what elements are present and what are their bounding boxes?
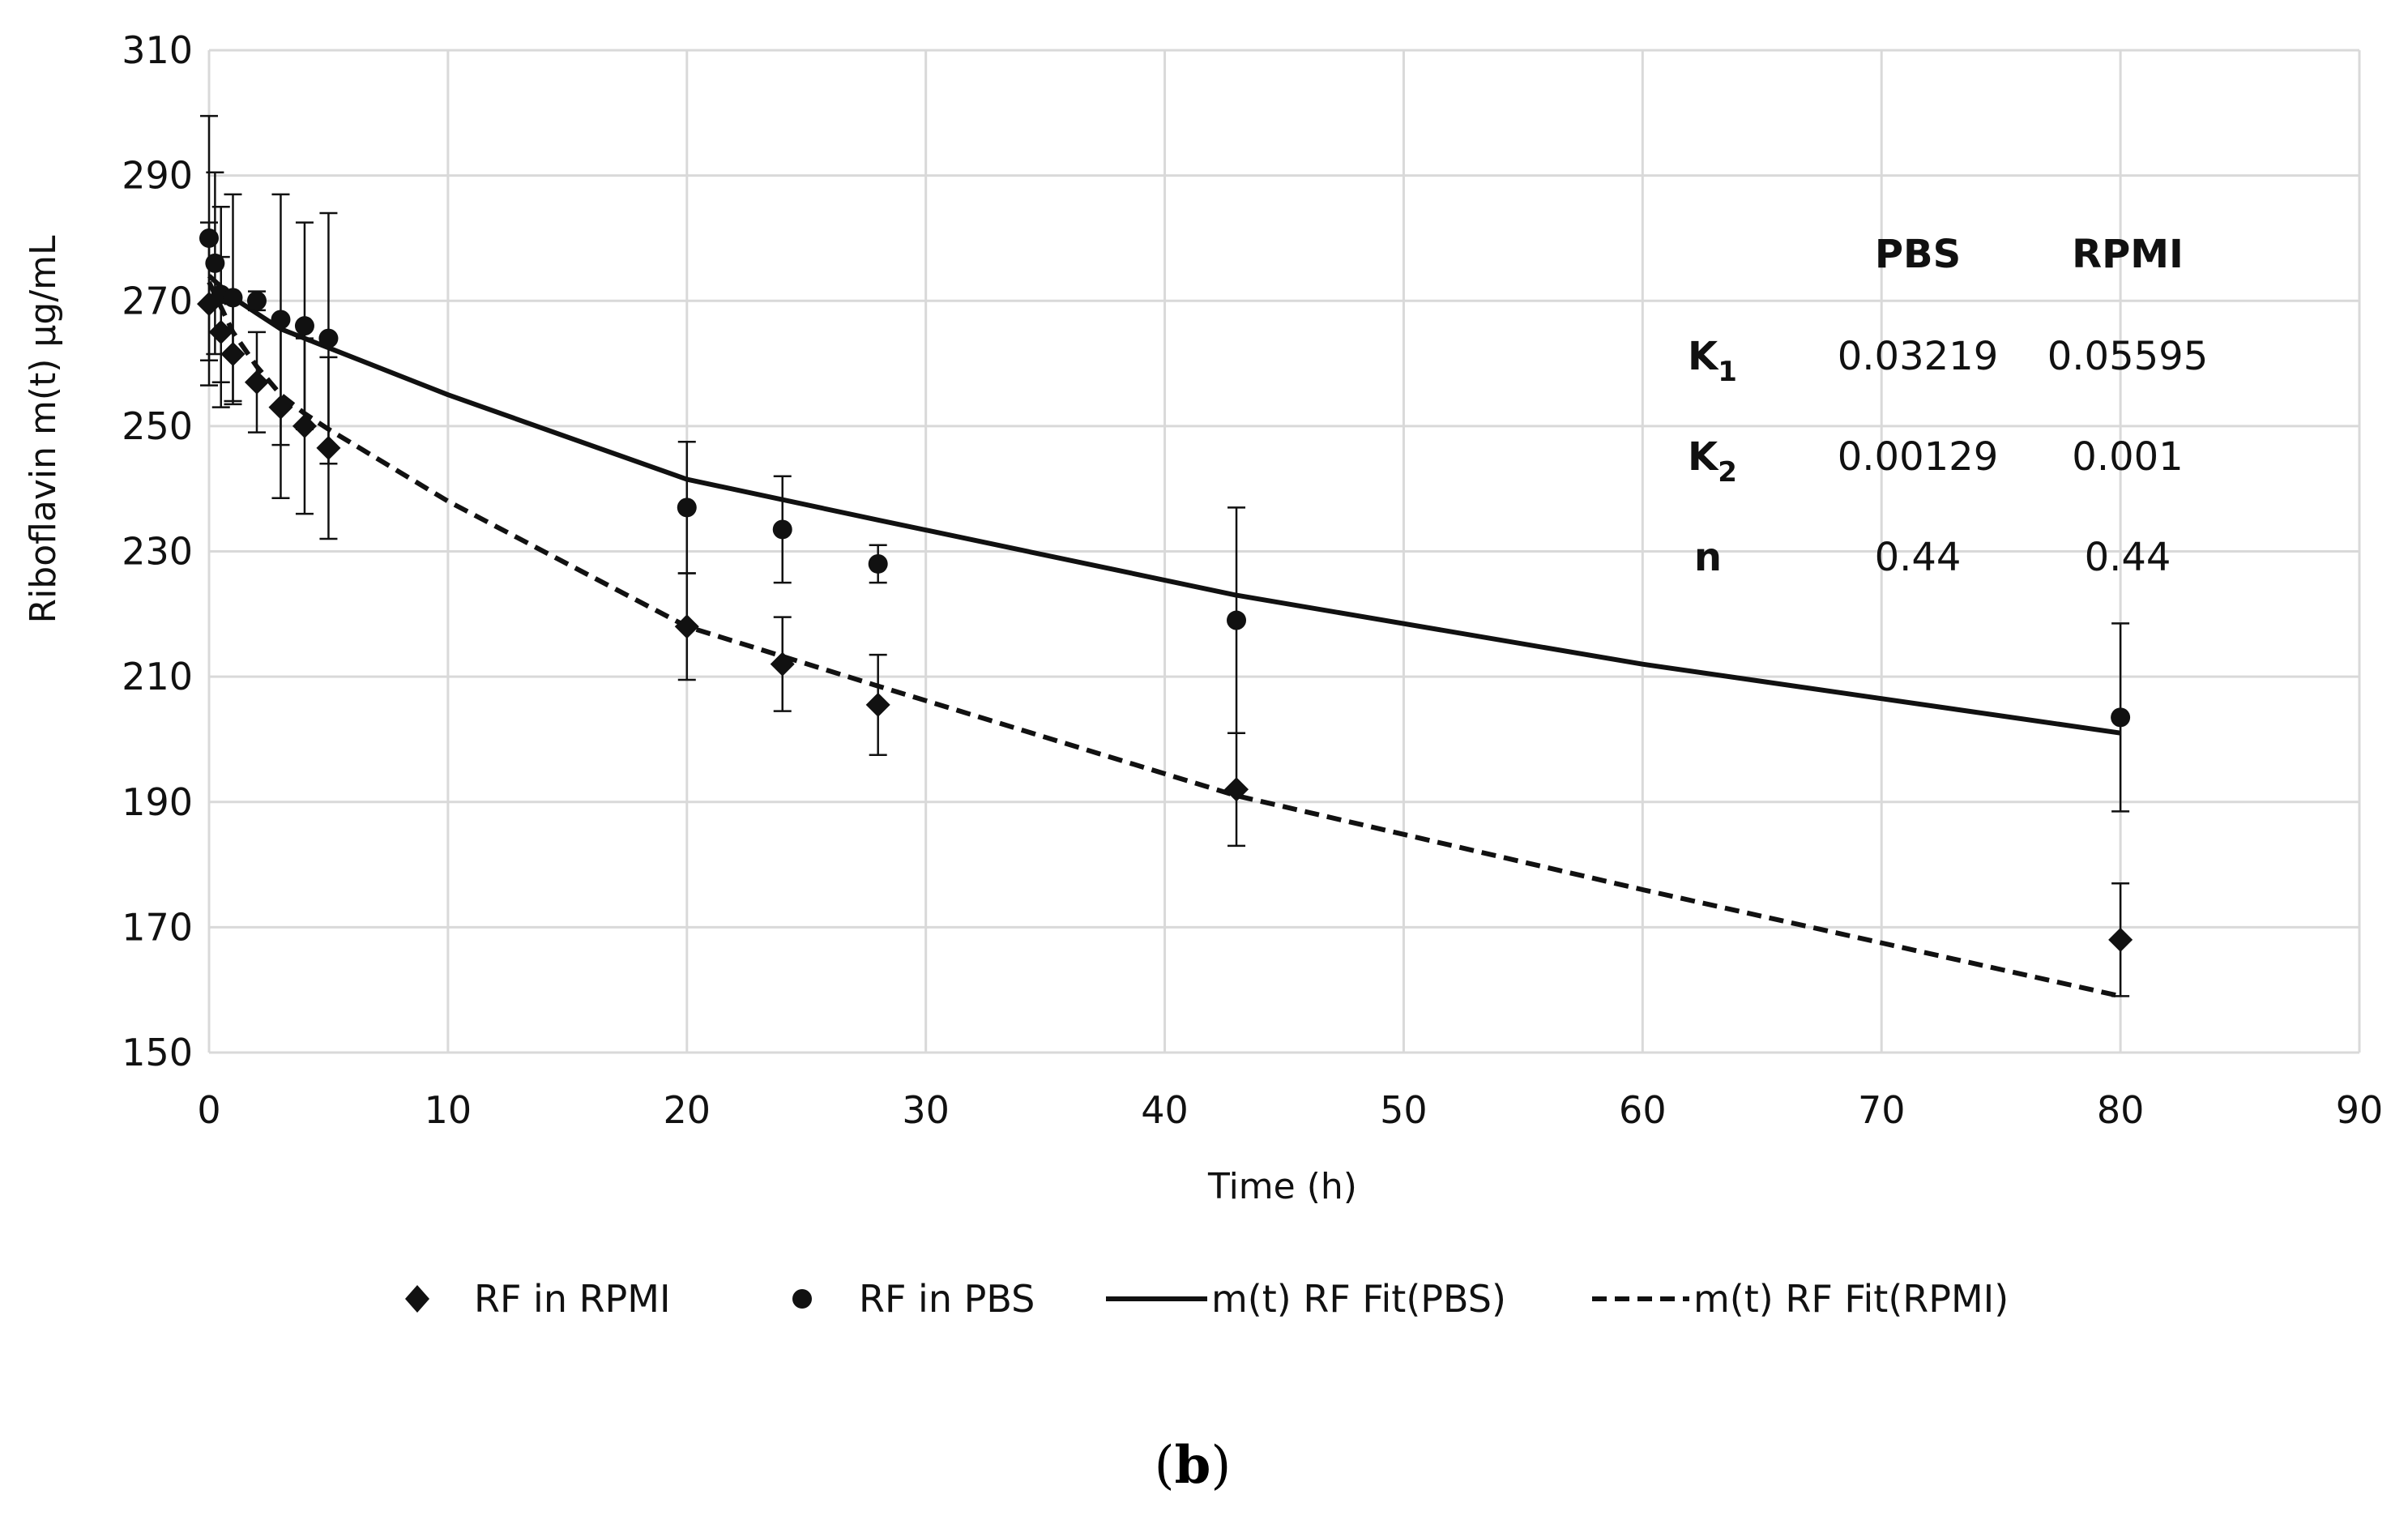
point-rf-in-rpmi-11 xyxy=(2108,927,2133,952)
param-k1-rpmi: 0.05595 xyxy=(2047,334,2209,379)
y-tick-label-210: 210 xyxy=(122,655,193,698)
fit-line-m-t-rf-fit-rpmi xyxy=(207,280,2121,999)
x-tick-label-20: 20 xyxy=(664,1088,711,1132)
x-tick-labels: 0 10 20 30 40 50 60 70 80 90 xyxy=(197,1088,2383,1132)
y-tick-label-150: 150 xyxy=(122,1031,193,1074)
legend-item-fit-pbs: m(t) RF Fit(PBS) xyxy=(1106,1277,1506,1321)
grid xyxy=(207,49,2361,1054)
point-rf-in-rpmi-6 xyxy=(316,435,341,460)
y-tick-labels: 150 170 190 210 230 250 270 290 310 xyxy=(122,28,193,1074)
x-tick-label-80: 80 xyxy=(2097,1088,2145,1132)
x-tick-label-60: 60 xyxy=(1619,1088,1667,1132)
legend-label-fit-pbs: m(t) RF Fit(PBS) xyxy=(1211,1277,1506,1321)
point-rf-in-pbs-11 xyxy=(1227,610,1247,630)
point-rf-in-rpmi-2 xyxy=(220,341,245,366)
point-rf-in-pbs-0 xyxy=(199,228,219,248)
param-n-pbs: 0.44 xyxy=(1875,535,1962,580)
x-tick-label-70: 70 xyxy=(1858,1088,1906,1132)
x-tick-label-40: 40 xyxy=(1141,1088,1189,1132)
legend: RF in RPMI RF in PBS m(t) RF Fit(PBS) m(… xyxy=(405,1277,2009,1321)
point-rf-in-rpmi-1 xyxy=(208,319,233,344)
legend-label-fit-rpmi: m(t) RF Fit(RPMI) xyxy=(1693,1277,2009,1321)
param-row-k2-label: K2 xyxy=(1688,434,1737,489)
y-tick-label-270: 270 xyxy=(122,279,193,322)
point-rf-in-rpmi-7 xyxy=(674,614,699,639)
legend-item-rf-in-rpmi: RF in RPMI xyxy=(405,1277,671,1321)
param-k2-pbs: 0.00129 xyxy=(1838,434,1999,480)
param-k1-pbs: 0.03219 xyxy=(1838,334,1999,379)
x-tick-label-30: 30 xyxy=(902,1088,950,1132)
point-rf-in-rpmi-9 xyxy=(865,692,890,717)
x-tick-label-10: 10 xyxy=(425,1088,472,1132)
param-n-rpmi: 0.44 xyxy=(2085,535,2171,580)
y-tick-label-290: 290 xyxy=(122,154,193,198)
point-rf-in-pbs-5 xyxy=(271,310,291,330)
x-tick-label-0: 0 xyxy=(197,1088,220,1132)
param-header-pbs: PBS xyxy=(1875,232,1961,277)
point-rf-in-pbs-8 xyxy=(677,498,697,518)
x-tick-label-50: 50 xyxy=(1380,1088,1428,1132)
point-rf-in-rpmi-8 xyxy=(770,651,795,677)
param-row-k1-label: K1 xyxy=(1688,334,1737,388)
y-tick-label-190: 190 xyxy=(122,780,193,824)
figure-caption: (b) xyxy=(1155,1435,1232,1496)
caption-open-paren: ( xyxy=(1155,1436,1175,1496)
x-tick-label-90: 90 xyxy=(2336,1088,2384,1132)
legend-diamond-marker xyxy=(405,1285,429,1313)
point-rf-in-pbs-4 xyxy=(246,291,267,311)
point-rf-in-pbs-12 xyxy=(2111,707,2131,728)
error-bars xyxy=(200,114,2130,997)
point-rf-in-pbs-3 xyxy=(223,288,243,308)
legend-item-rf-in-pbs: RF in PBS xyxy=(792,1277,1035,1321)
param-header-rpmi: RPMI xyxy=(2072,232,2184,277)
y-tick-label-310: 310 xyxy=(122,28,193,72)
point-rf-in-pbs-9 xyxy=(772,519,792,540)
data-markers xyxy=(197,228,2133,952)
y-axis-title: Riboflavin m(t) µg/mL xyxy=(23,235,64,624)
caption-close-paren: ) xyxy=(1210,1436,1231,1496)
parameter-table: PBS RPMI K1 0.03219 0.05595 K2 0.00129 0… xyxy=(1688,232,2208,580)
point-rf-in-pbs-7 xyxy=(318,328,339,348)
param-k2-rpmi: 0.001 xyxy=(2072,434,2183,480)
point-rf-in-rpmi-10 xyxy=(1224,777,1249,802)
legend-label-rf-in-rpmi: RF in RPMI xyxy=(474,1277,671,1321)
caption-letter: b xyxy=(1175,1435,1211,1496)
legend-item-fit-rpmi: m(t) RF Fit(RPMI) xyxy=(1592,1277,2009,1321)
point-rf-in-rpmi-3 xyxy=(244,369,269,395)
point-rf-in-pbs-6 xyxy=(294,316,314,336)
point-rf-in-rpmi-5 xyxy=(292,413,317,438)
y-tick-label-170: 170 xyxy=(122,905,193,949)
point-rf-in-pbs-10 xyxy=(868,553,888,574)
legend-circle-marker xyxy=(792,1289,812,1309)
y-tick-label-230: 230 xyxy=(122,530,193,574)
y-tick-label-250: 250 xyxy=(122,404,193,448)
param-row-n-label: n xyxy=(1694,535,1722,580)
point-rf-in-pbs-1 xyxy=(205,253,225,273)
point-rf-in-rpmi-4 xyxy=(268,395,293,420)
legend-label-rf-in-pbs: RF in PBS xyxy=(859,1277,1035,1321)
x-axis-title: Time (h) xyxy=(1207,1166,1357,1207)
